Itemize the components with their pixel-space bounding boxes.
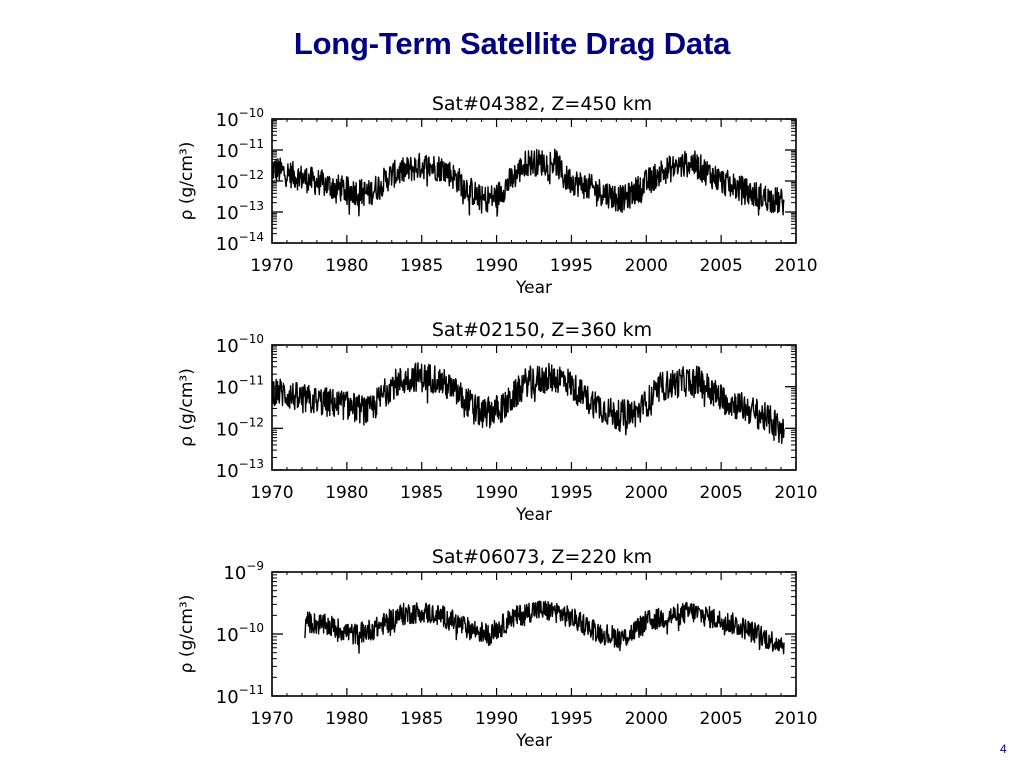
x-tick-label: 1980 <box>325 256 368 276</box>
y-tick-label: 10−9 <box>223 559 264 584</box>
y-tick-base: 10 <box>216 203 239 224</box>
x-tick-label: 1985 <box>400 483 443 503</box>
y-tick-base: 10 <box>216 110 239 131</box>
chart-title: Sat#04382, Z=450 km <box>432 93 652 115</box>
x-tick-label: 1970 <box>250 483 293 503</box>
y-tick-exponent: −12 <box>239 415 264 429</box>
y-tick-base: 10 <box>216 172 239 193</box>
x-tick-label: 2010 <box>774 483 817 503</box>
y-tick-label: 10−10 <box>216 332 264 357</box>
x-tick-label: 2000 <box>625 256 668 276</box>
y-tick-exponent: −10 <box>239 106 264 120</box>
x-tick-label: 1995 <box>550 709 593 729</box>
y-tick-label: 10−11 <box>216 137 264 162</box>
y-tick-exponent: −9 <box>246 559 264 573</box>
y-tick-label: 10−11 <box>216 683 264 708</box>
x-tick-label: 1990 <box>475 709 518 729</box>
y-tick-base: 10 <box>216 419 239 440</box>
plot-frame <box>271 571 797 697</box>
x-tick-label: 1970 <box>250 709 293 729</box>
x-tick-label: 2005 <box>700 483 743 503</box>
y-tick-exponent: −10 <box>239 332 264 346</box>
x-axis-label: Year <box>515 731 552 751</box>
chart-title: Sat#06073, Z=220 km <box>432 546 652 568</box>
y-tick-label: 10−10 <box>216 621 264 646</box>
y-tick-base: 10 <box>216 687 239 708</box>
y-tick-label: 10−13 <box>216 457 264 482</box>
y-tick-label: 10−12 <box>216 415 264 440</box>
y-tick-base: 10 <box>216 336 239 357</box>
y-tick-exponent: −13 <box>239 199 264 213</box>
y-tick-base: 10 <box>216 461 239 482</box>
chart-panel-2: Sat#02150, Z=360 km10−1010−1110−1210−131… <box>177 319 818 525</box>
x-tick-label: 1970 <box>250 256 293 276</box>
x-axis-label: Year <box>515 278 552 298</box>
y-tick-exponent: −10 <box>239 621 264 635</box>
x-tick-label: 1995 <box>550 256 593 276</box>
y-tick-label: 10−10 <box>216 106 264 131</box>
y-tick-base: 10 <box>216 378 239 399</box>
y-tick-base: 10 <box>216 141 239 162</box>
y-axis-label: ρ (g/cm³) <box>177 142 197 221</box>
x-tick-label: 2005 <box>700 256 743 276</box>
x-tick-label: 1990 <box>475 483 518 503</box>
x-tick-label: 2005 <box>700 709 743 729</box>
y-tick-exponent: −13 <box>239 457 264 471</box>
y-tick-base: 10 <box>216 234 239 255</box>
y-tick-base: 10 <box>216 625 239 646</box>
chart-panel-1: Sat#04382, Z=450 km10−1010−1110−1210−131… <box>177 93 818 298</box>
x-tick-label: 1995 <box>550 483 593 503</box>
x-tick-label: 1985 <box>400 709 443 729</box>
x-tick-label: 1980 <box>325 709 368 729</box>
x-tick-label: 2010 <box>774 256 817 276</box>
y-tick-exponent: −11 <box>239 137 264 151</box>
density-series-line <box>271 148 785 217</box>
x-tick-label: 2000 <box>625 709 668 729</box>
y-tick-exponent: −11 <box>239 683 264 697</box>
x-tick-label: 2000 <box>625 483 668 503</box>
y-tick-exponent: −14 <box>239 230 264 244</box>
y-tick-exponent: −11 <box>239 374 264 388</box>
y-tick-label: 10−14 <box>216 230 264 255</box>
y-axis-label: ρ (g/cm³) <box>177 595 197 674</box>
slide-title: Long-Term Satellite Drag Data <box>293 26 731 61</box>
x-tick-label: 1980 <box>325 483 368 503</box>
density-series-line <box>271 362 785 444</box>
y-axis-label: ρ (g/cm³) <box>177 368 197 447</box>
chart-title: Sat#02150, Z=360 km <box>432 319 652 341</box>
x-tick-label: 2010 <box>774 709 817 729</box>
x-axis-label: Year <box>515 505 552 525</box>
y-tick-label: 10−13 <box>216 199 264 224</box>
y-tick-base: 10 <box>223 563 246 584</box>
x-tick-label: 1990 <box>475 256 518 276</box>
y-tick-label: 10−11 <box>216 374 264 399</box>
y-tick-exponent: −12 <box>239 168 264 182</box>
plot-frame <box>271 344 797 471</box>
x-tick-label: 1985 <box>400 256 443 276</box>
y-tick-label: 10−12 <box>216 168 264 193</box>
page-number: 4 <box>1000 742 1007 756</box>
density-series-line <box>304 600 785 655</box>
